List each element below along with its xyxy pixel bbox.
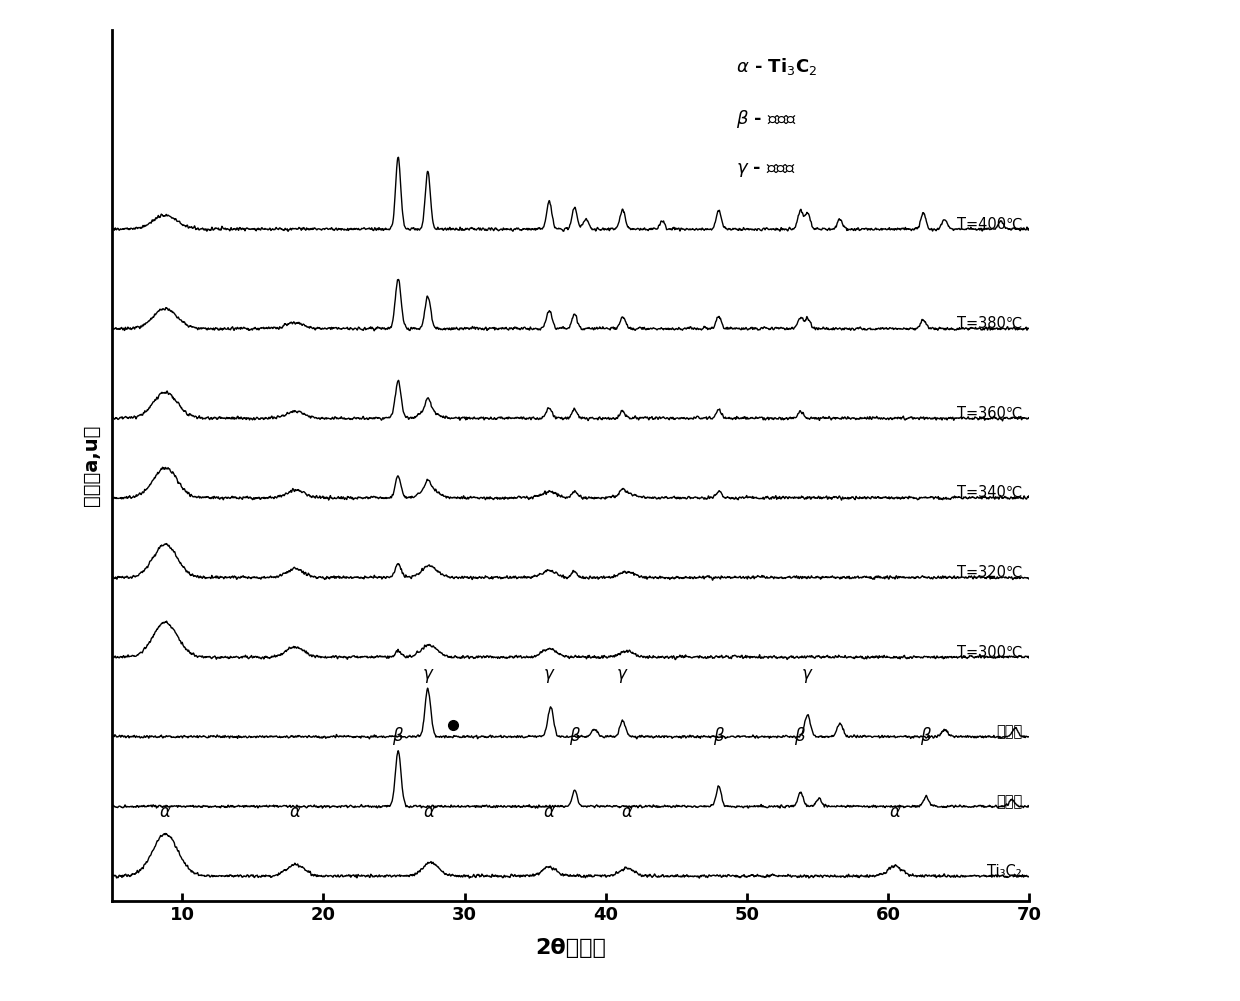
Text: $\beta$: $\beta$ [920, 725, 932, 747]
Text: $\alpha$: $\alpha$ [543, 803, 556, 821]
Text: Ti₃C₂: Ti₃C₂ [987, 864, 1022, 879]
Text: $\beta$: $\beta$ [795, 725, 806, 747]
Text: $\alpha$: $\alpha$ [159, 803, 171, 821]
Y-axis label: 强度（a,u）: 强度（a,u） [82, 424, 100, 507]
Text: $\beta$: $\beta$ [569, 725, 580, 747]
Text: T=400℃: T=400℃ [956, 216, 1022, 231]
Text: $\gamma$: $\gamma$ [616, 667, 629, 685]
Text: $\alpha$: $\alpha$ [423, 803, 435, 821]
X-axis label: 2θ（度）: 2θ（度） [534, 938, 606, 958]
Text: T=360℃: T=360℃ [957, 405, 1022, 420]
Text: $\beta$: $\beta$ [392, 725, 404, 747]
Text: $\alpha$: $\alpha$ [620, 803, 634, 821]
Text: T=340℃: T=340℃ [957, 485, 1022, 500]
Text: $\gamma$: $\gamma$ [422, 667, 434, 685]
Text: $\gamma$: $\gamma$ [543, 667, 556, 685]
Text: $\alpha$ - Ti$_3$C$_2$: $\alpha$ - Ti$_3$C$_2$ [735, 56, 817, 77]
Text: T=380℃: T=380℃ [957, 316, 1022, 331]
Text: $\beta$ - 锐钓矿: $\beta$ - 锐钓矿 [735, 108, 796, 130]
Text: T=320℃: T=320℃ [957, 565, 1022, 580]
Text: $\gamma$ - 金红石: $\gamma$ - 金红石 [735, 160, 796, 178]
Text: 金红石: 金红石 [996, 724, 1022, 739]
Text: $\gamma$: $\gamma$ [801, 667, 813, 685]
Text: 锐钓矿: 锐钓矿 [996, 794, 1022, 809]
Text: $\alpha$: $\alpha$ [889, 803, 901, 821]
Text: $\alpha$: $\alpha$ [289, 803, 301, 821]
Text: T=300℃: T=300℃ [957, 645, 1022, 660]
Text: $\beta$: $\beta$ [713, 725, 724, 747]
